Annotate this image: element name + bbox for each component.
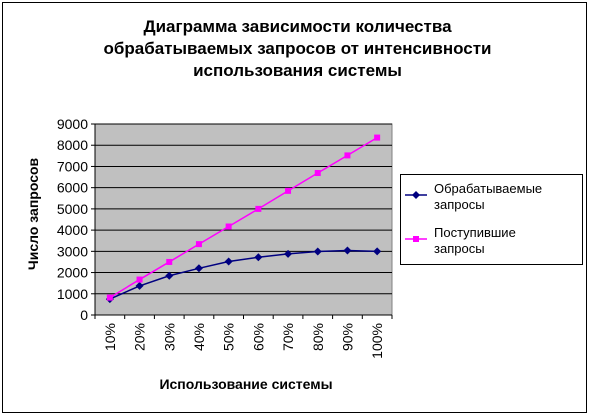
- y-tick-label: 9000: [57, 116, 88, 132]
- legend-marker-incoming: [405, 236, 427, 242]
- y-tick-label: 0: [80, 307, 88, 323]
- data-point-series-2: [225, 223, 232, 230]
- data-point-series-1: [373, 247, 382, 256]
- data-point-series-1: [313, 247, 322, 256]
- data-point-series-1: [194, 264, 203, 273]
- legend-marker-processed: [405, 191, 427, 199]
- data-point-series-1: [284, 249, 293, 258]
- chart-title-line-1: Диаграмма зависимости количества: [143, 17, 452, 36]
- y-tick-label: 5000: [57, 201, 88, 217]
- y-axis-label: Число запросов: [25, 157, 41, 270]
- x-tick-label: 100%: [369, 323, 385, 359]
- x-tick-label: 50%: [221, 323, 237, 351]
- chart-title-line-2: обрабатываемых запросов от интенсивности: [103, 39, 492, 58]
- legend: Обрабатываемые запросы Поступившие запро…: [400, 174, 583, 265]
- data-point-series-1: [254, 253, 263, 262]
- legend-label-incoming-line-2: запросы: [434, 241, 485, 256]
- x-tick-label: 60%: [250, 323, 266, 351]
- y-tick-label: 7000: [57, 158, 88, 174]
- data-point-series-2: [314, 170, 321, 177]
- x-tick-label: 20%: [132, 323, 148, 351]
- data-point-series-2: [195, 241, 202, 248]
- legend-label-processed-line-1: Обрабатываемые: [434, 181, 543, 196]
- chart-title: Диаграмма зависимости количества обрабат…: [40, 16, 555, 82]
- x-tick-label: 80%: [310, 323, 326, 351]
- y-tick-label: 6000: [57, 180, 88, 196]
- x-axis-label: Использование системы: [159, 376, 332, 392]
- x-tick-label: 10%: [102, 323, 118, 351]
- data-point-series-2: [285, 187, 292, 194]
- series-line-1: [109, 249, 378, 300]
- data-point-series-2: [255, 205, 262, 212]
- y-tick-label: 4000: [57, 222, 88, 238]
- data-point-series-2: [106, 294, 113, 301]
- y-tick-label: 3000: [57, 243, 88, 259]
- data-point-series-2: [344, 152, 351, 159]
- data-point-series-1: [343, 246, 352, 255]
- x-tick-label: 90%: [339, 323, 355, 351]
- y-tick-label: 8000: [57, 137, 88, 153]
- data-point-series-2: [136, 276, 143, 283]
- x-tick-label: 70%: [280, 323, 296, 351]
- data-point-series-1: [135, 281, 144, 290]
- legend-label-processed-line-2: запросы: [434, 197, 485, 212]
- legend-label-incoming-line-1: Поступившие: [434, 225, 516, 240]
- data-point-series-2: [166, 258, 173, 265]
- x-tick-label: 40%: [191, 323, 207, 351]
- legend-label-processed: Обрабатываемые запросы: [434, 181, 579, 213]
- data-point-series-2: [374, 134, 381, 141]
- y-tick-label: 1000: [57, 286, 88, 302]
- chart-title-line-3: использования системы: [193, 61, 402, 80]
- data-point-series-1: [165, 271, 174, 280]
- legend-label-incoming: Поступившие запросы: [434, 225, 579, 257]
- data-point-series-1: [224, 257, 233, 266]
- series-line-2: [109, 136, 378, 299]
- y-tick-label: 2000: [57, 265, 88, 281]
- x-tick-label: 30%: [161, 323, 177, 351]
